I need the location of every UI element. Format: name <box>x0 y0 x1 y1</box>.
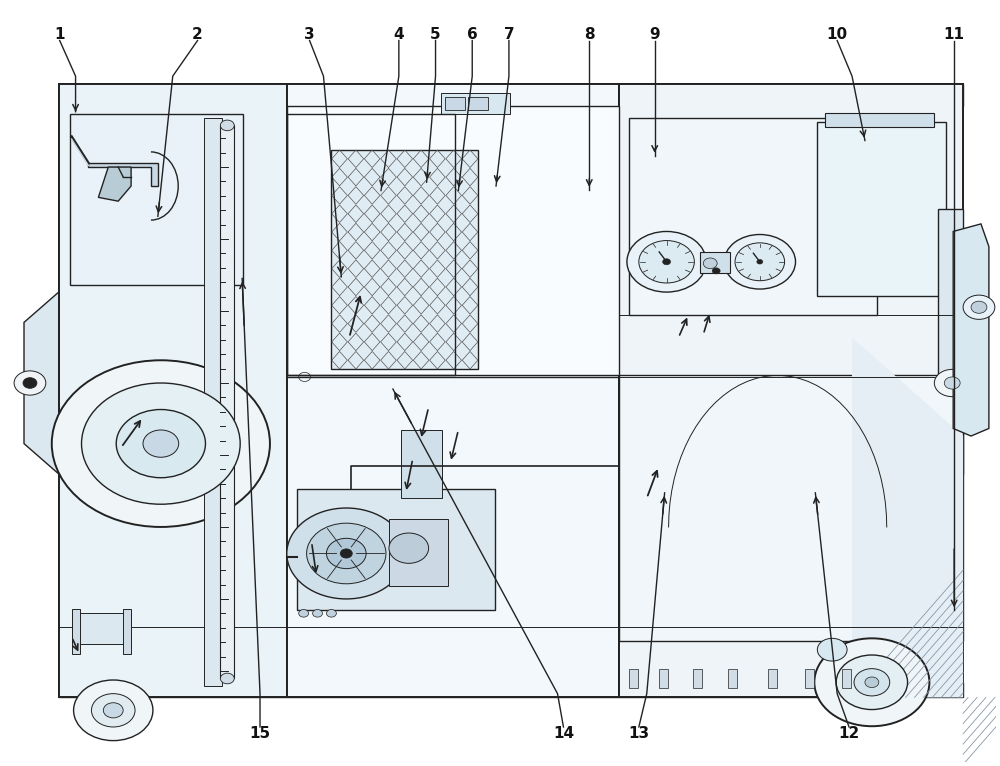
Bar <box>441 93 510 114</box>
Circle shape <box>836 655 908 709</box>
Polygon shape <box>98 167 131 201</box>
Bar <box>297 489 495 611</box>
Circle shape <box>287 508 406 599</box>
Circle shape <box>143 430 179 457</box>
Bar <box>693 669 702 689</box>
Circle shape <box>934 369 970 397</box>
Text: 15: 15 <box>249 725 271 741</box>
Bar <box>59 83 287 697</box>
Circle shape <box>735 243 785 280</box>
Circle shape <box>817 638 847 661</box>
Circle shape <box>703 258 717 269</box>
Bar <box>805 669 814 689</box>
Bar <box>619 375 963 640</box>
Circle shape <box>220 120 234 131</box>
Bar <box>287 114 455 375</box>
Circle shape <box>663 259 671 265</box>
Circle shape <box>52 360 270 527</box>
Circle shape <box>307 523 386 584</box>
Polygon shape <box>24 292 59 474</box>
Bar <box>220 126 234 679</box>
Polygon shape <box>852 338 963 697</box>
Bar <box>70 114 243 284</box>
Polygon shape <box>88 163 158 186</box>
Text: 6: 6 <box>467 27 478 42</box>
Circle shape <box>865 677 879 688</box>
Circle shape <box>91 694 135 727</box>
Bar <box>768 669 777 689</box>
Circle shape <box>724 234 796 289</box>
Bar <box>389 519 448 586</box>
Circle shape <box>854 669 890 696</box>
Polygon shape <box>953 224 989 436</box>
Bar <box>817 122 946 296</box>
Bar <box>331 149 478 369</box>
Bar <box>72 614 131 643</box>
Text: 3: 3 <box>304 27 315 42</box>
Text: 2: 2 <box>192 27 203 42</box>
Circle shape <box>757 260 763 264</box>
Text: 11: 11 <box>944 27 965 42</box>
Bar <box>72 609 80 654</box>
Bar <box>123 609 131 654</box>
Bar <box>59 83 963 106</box>
Bar <box>619 83 963 697</box>
Text: 13: 13 <box>628 725 649 741</box>
Bar <box>59 683 963 697</box>
Circle shape <box>74 680 153 741</box>
Circle shape <box>299 610 309 617</box>
Circle shape <box>82 383 240 504</box>
Circle shape <box>944 377 960 389</box>
Circle shape <box>639 241 694 283</box>
Text: 4: 4 <box>394 27 404 42</box>
Text: 12: 12 <box>838 725 860 741</box>
Circle shape <box>313 610 322 617</box>
Bar <box>204 118 222 686</box>
Text: 9: 9 <box>649 27 660 42</box>
Circle shape <box>116 410 205 478</box>
Bar <box>287 106 619 375</box>
Circle shape <box>963 295 995 319</box>
Circle shape <box>712 268 720 274</box>
Circle shape <box>814 638 929 726</box>
Text: 14: 14 <box>553 725 574 741</box>
Circle shape <box>23 378 37 388</box>
Text: 1: 1 <box>54 27 65 42</box>
Bar <box>468 97 488 110</box>
Circle shape <box>103 702 123 718</box>
Bar <box>842 669 851 689</box>
Text: 8: 8 <box>584 27 595 42</box>
Text: 7: 7 <box>504 27 514 42</box>
Circle shape <box>389 533 429 563</box>
Circle shape <box>14 371 46 395</box>
Circle shape <box>326 538 366 568</box>
Text: 5: 5 <box>430 27 441 42</box>
Circle shape <box>627 231 706 292</box>
Circle shape <box>326 610 336 617</box>
Circle shape <box>340 549 352 558</box>
Bar <box>938 209 963 474</box>
Bar <box>287 83 619 697</box>
Text: 10: 10 <box>827 27 848 42</box>
Bar <box>825 113 934 127</box>
Circle shape <box>971 301 987 313</box>
Bar <box>700 252 730 273</box>
Bar <box>59 83 963 697</box>
Bar <box>629 669 638 689</box>
Bar <box>728 669 737 689</box>
Bar <box>401 430 442 498</box>
Bar <box>659 669 668 689</box>
Bar <box>445 97 465 110</box>
Bar <box>629 118 877 315</box>
Circle shape <box>220 673 234 684</box>
